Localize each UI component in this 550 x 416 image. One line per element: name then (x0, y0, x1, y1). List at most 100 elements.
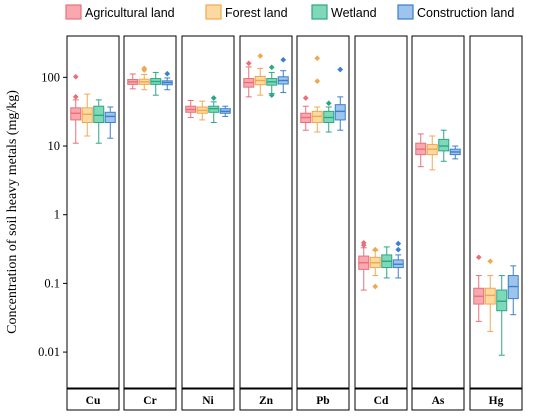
y-axis: 0.01 0.1 1 10 100 (38, 70, 67, 359)
panel-frame (411, 35, 465, 389)
box-cd-2 (381, 246, 393, 279)
outlier-point (210, 95, 217, 101)
outlier-point (72, 93, 79, 100)
y-tick-label: 10 (48, 139, 61, 153)
box-iqr (496, 289, 508, 312)
legend-swatch (65, 4, 82, 20)
panel-cr: Cr (123, 35, 177, 411)
panel-zn: Zn (239, 35, 293, 411)
panel-frame (239, 35, 293, 389)
legend-item: Forest land (205, 4, 288, 20)
box-hg-2 (496, 275, 508, 356)
box-as-3 (449, 145, 461, 160)
panel-cu: Cu (66, 35, 120, 411)
box-pb-1 (311, 55, 323, 133)
box-zn-3 (277, 56, 289, 94)
box-cr-0 (127, 73, 139, 90)
outlier-point (141, 65, 148, 72)
outlier-point (360, 239, 367, 246)
box-as-0 (415, 133, 427, 168)
panel-strip-label: Pb (316, 395, 329, 407)
legend-label: Agricultural land (85, 6, 175, 20)
outlier-point (395, 240, 402, 247)
box-zn-2 (266, 64, 278, 99)
panel-frame (469, 35, 523, 389)
box-iqr (104, 111, 116, 124)
panel-strip (181, 388, 235, 411)
panel-strip (411, 388, 465, 411)
panel-ni: Ni (181, 35, 235, 411)
panel-strip-label: Cu (86, 395, 101, 407)
panel-strip (354, 388, 408, 411)
legend-swatch (397, 4, 414, 20)
box-pb-0 (300, 95, 312, 131)
panel-cd: Cd (354, 35, 408, 411)
box-iqr (81, 107, 93, 124)
y-tick-label: 0.01 (38, 345, 60, 359)
outlier-point (72, 73, 79, 80)
outlier-point (314, 78, 321, 85)
panel-strip (66, 388, 120, 411)
panel-strip-label: Zn (259, 395, 274, 407)
box-cd-1 (369, 246, 381, 290)
panel-strip-label: Hg (489, 395, 504, 407)
panel-hg: Hg (469, 35, 523, 411)
panel-strip-label: As (432, 395, 445, 407)
y-axis-label: Concentration of soil heavy metals (mg/k… (5, 90, 20, 334)
panel-frame (66, 35, 120, 389)
panel-strip-label: Ni (202, 395, 214, 407)
box-ni-0 (185, 100, 197, 119)
box-cd-0 (358, 239, 370, 291)
box-ni-2 (208, 95, 220, 124)
legend: Agricultural land Forest land Wetland Const… (65, 4, 514, 20)
y-tick-label: 100 (41, 70, 60, 84)
box-cu-0 (70, 73, 82, 144)
box-as-1 (426, 135, 438, 171)
outlier-point (164, 70, 171, 77)
legend-swatch (311, 4, 328, 20)
outlier-point (257, 52, 264, 59)
outlier-point (337, 66, 344, 73)
outlier-point (372, 283, 379, 290)
box-pb-2 (323, 100, 335, 133)
outlier-point (325, 100, 332, 107)
panel-strip (469, 388, 523, 411)
panel-frame (123, 35, 177, 389)
outlier-point (475, 254, 482, 261)
box-zn-1 (254, 52, 266, 96)
box-hg-1 (484, 258, 496, 332)
outlier-point (487, 258, 494, 265)
legend-label: Wetland (331, 6, 377, 20)
panel-frame (296, 35, 350, 389)
box-iqr (438, 138, 450, 152)
legend-item: Wetland (311, 4, 377, 20)
panel-strip (239, 388, 293, 411)
panel-strip-label: Cd (374, 395, 389, 407)
legend-item: Construction land (397, 4, 514, 20)
box-ni-3 (219, 105, 231, 117)
box-zn-0 (243, 60, 255, 98)
panel-as: As (411, 35, 465, 411)
legend-item: Agricultural land (65, 4, 175, 20)
outlier-point (372, 246, 379, 253)
outlier-point (245, 60, 252, 67)
panel-pb: Pb (296, 35, 350, 411)
outlier-point (268, 92, 275, 99)
outlier-point (302, 95, 309, 101)
box-cd-3 (392, 240, 404, 279)
box-as-2 (438, 129, 450, 162)
box-ni-1 (196, 100, 208, 121)
box-cu-2 (93, 99, 105, 144)
outlier-point (395, 246, 402, 253)
box-cu-3 (104, 106, 116, 139)
box-cr-3 (161, 70, 173, 91)
panel-strip (296, 388, 350, 411)
legend-swatch (205, 4, 222, 20)
box-iqr (93, 105, 105, 124)
outlier-point (314, 55, 321, 62)
panel-frame (354, 35, 408, 389)
box-cr-2 (150, 71, 162, 96)
legend-label: Construction land (417, 6, 514, 20)
box-iqr (334, 104, 346, 121)
